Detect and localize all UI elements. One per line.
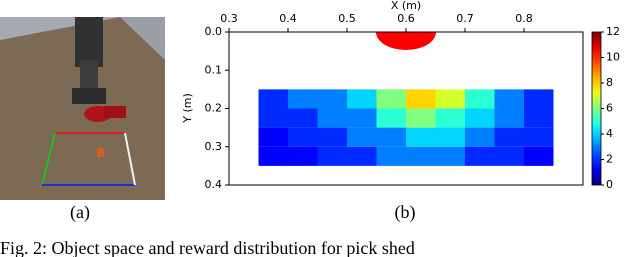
x-tick-label: 0.7 [456,12,474,25]
colorbar-tick-label: 0 [606,178,613,191]
heat-cell [258,108,288,128]
heat-cell [406,108,436,128]
heat-cell [317,108,347,128]
y-tick-label: 0.3 [205,140,223,153]
heat-cell [465,89,495,109]
y-tick-label: 0.2 [205,102,223,115]
x-axis-label: X (m) [391,0,421,12]
heat-cell [258,146,288,166]
heat-cell [317,146,347,166]
heat-cell [465,108,495,128]
heat-cell [494,108,524,128]
x-tick-label: 0.4 [279,12,297,25]
y-tick-label: 0.1 [205,63,223,76]
heat-cell [347,127,377,147]
heat-cell [288,127,318,147]
colorbar-tick-label: 6 [606,102,613,115]
heat-cell [317,127,347,147]
heat-cell [347,89,377,109]
x-tick-label: 0.5 [338,12,356,25]
heat-cell [288,108,318,128]
heat-cell [524,108,554,128]
caption: Fig. 2: Object space and reward distribu… [0,238,415,257]
colorbar-tick-label: 12 [606,25,620,38]
heat-cell [376,146,406,166]
panel-label: (a) [70,202,90,223]
panel-label: (b) [395,202,416,223]
heat-cell [376,127,406,147]
x-tick-label: 0.3 [220,12,238,25]
heat-cell [406,146,436,166]
colorbar-tick-label: 8 [606,76,613,89]
colorbar-tick-label: 2 [606,153,613,166]
heat-cell [465,127,495,147]
y-tick-label: 0.4 [205,178,223,191]
plot-content [258,32,554,166]
heat-cell [376,89,406,109]
y-tick-label: 0.0 [205,25,223,38]
colorbar [591,31,602,186]
heat-cell [524,146,554,166]
heat-cell [406,89,436,109]
heat-cell [288,89,318,109]
heat-cell [524,89,554,109]
target-marker [376,32,436,50]
plot-area [258,32,554,166]
heat-cell [465,146,495,166]
x-tick-label: 0.6 [397,12,415,25]
heat-cell [494,127,524,147]
x-tick-label: 0.8 [515,12,533,25]
heat-cell [494,89,524,109]
heat-cell [406,127,436,147]
heat-cell [258,89,288,109]
heat-cell [258,127,288,147]
colorbar-tick-label: 10 [606,51,620,64]
heat-cell [435,127,465,147]
heat-cell [288,146,318,166]
heat-cell [317,89,347,109]
heat-cell [376,108,406,128]
colorbar-tick-label: 4 [606,127,613,140]
y-axis-label: Y (m) [181,93,194,124]
scene-image [0,17,165,200]
heat-cell [524,127,554,147]
heat-cell [435,89,465,109]
heat-cell [435,146,465,166]
heat-cell [347,108,377,128]
heat-cell [347,146,377,166]
heat-cell [435,108,465,128]
heat-cell [494,146,524,166]
